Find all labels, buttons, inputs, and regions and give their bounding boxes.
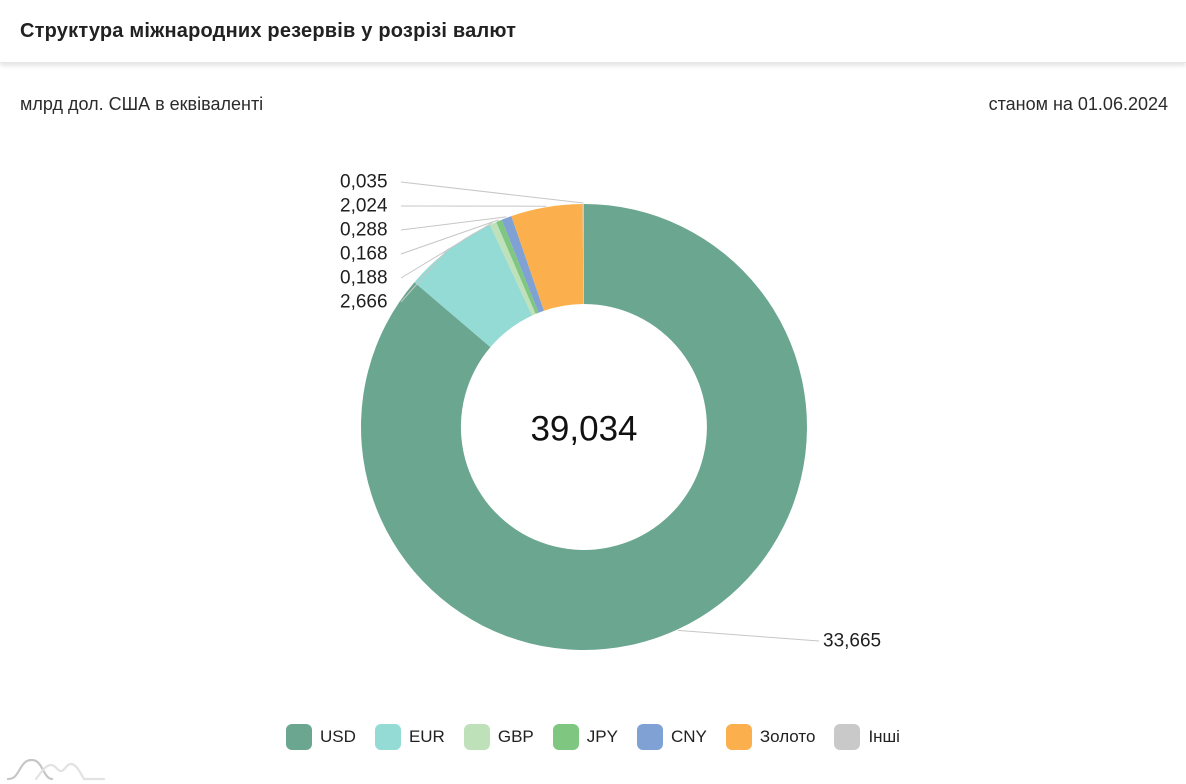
legend-item-jpy: JPY (552, 724, 618, 750)
legend-item-gold: Золото (725, 724, 816, 750)
as-of-date: станом на 01.06.2024 (988, 94, 1168, 114)
unit-label: млрд дол. США в еквіваленті (20, 94, 264, 114)
legend-label-gbp: GBP (497, 727, 534, 746)
hills-watermark-logo (6, 758, 106, 781)
callout-line-jpy (400, 219, 499, 255)
slice-usd[interactable] (360, 204, 807, 650)
legend-swatch-gbp (463, 724, 490, 750)
value-label-cny: 0,288 (340, 220, 388, 241)
value-label-gold: 2,024 (340, 196, 388, 217)
legend-item-eur: EUR (374, 724, 445, 750)
legend-label-usd: USD (320, 727, 356, 746)
legend-label-cny: CNY (670, 727, 707, 746)
legend-item-other: Інші (834, 724, 900, 750)
legend-swatch-jpy (552, 724, 579, 750)
slice-other[interactable] (582, 203, 584, 304)
header-bar: Структура міжнародних резервів у розрізі… (0, 0, 1186, 63)
slice-cny[interactable] (501, 216, 544, 313)
legend-item-usd: USD (286, 724, 356, 750)
callout-line-eur (400, 248, 449, 303)
chart-legend: USD EUR GBP JPY CNY Золото Інші (0, 724, 1186, 750)
legend-swatch-usd (286, 724, 313, 750)
legend-label-eur: EUR (408, 727, 445, 746)
legend-label-gold: Золото (759, 727, 816, 746)
legend-swatch-gold (725, 724, 752, 750)
callout-line-other (400, 181, 584, 204)
legend-swatch-eur (374, 724, 401, 750)
legend-label-jpy: JPY (586, 727, 618, 746)
meta-row: млрд дол. США в еквіваленті станом на 01… (0, 63, 1186, 115)
legend-item-gbp: GBP (463, 724, 534, 750)
legend-label-other: Інші (868, 727, 900, 746)
chart-panel: млрд дол. США в еквіваленті станом на 01… (0, 63, 1186, 750)
donut-center-total: 39,034 (530, 410, 637, 449)
value-label-usd: 33,665 (823, 631, 881, 652)
callout-line-cny (400, 216, 507, 231)
legend-swatch-cny (636, 724, 663, 750)
value-label-eur: 2,666 (340, 292, 388, 313)
slice-jpy[interactable] (496, 219, 539, 314)
value-label-jpy: 0,168 (340, 244, 388, 265)
value-label-other: 0,035 (340, 172, 388, 193)
callout-line-usd (677, 629, 820, 642)
watermark-hill-front (6, 758, 54, 781)
watermark-hill-back (34, 762, 106, 781)
value-label-gbp: 0,188 (340, 268, 388, 289)
donut-chart: 39,034 0,035 2,024 0,288 0,168 0,188 2,666 33,… (0, 130, 1186, 690)
slice-gold[interactable] (511, 204, 584, 311)
slice-gbp[interactable] (490, 222, 536, 316)
legend-item-cny: CNY (636, 724, 707, 750)
donut-chart-svg: 39,034 0,035 2,024 0,288 0,168 0,188 2,666 33,… (340, 172, 881, 652)
page-title: Структура міжнародних резервів у розрізі… (20, 19, 517, 42)
slice-eur[interactable] (414, 224, 533, 348)
legend-swatch-other (834, 724, 861, 750)
